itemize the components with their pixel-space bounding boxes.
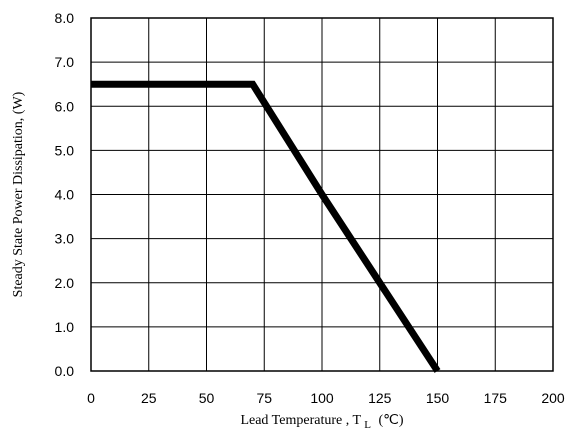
y-tick-label: 1.0 <box>55 319 75 335</box>
x-tick-label: 175 <box>484 390 508 406</box>
x-axis-label-subscript: L <box>364 419 371 431</box>
y-tick-label: 3.0 <box>55 231 75 247</box>
y-tick-label: 7.0 <box>55 54 75 70</box>
x-tick-label: 200 <box>541 390 565 406</box>
x-tick-label: 25 <box>141 390 157 406</box>
y-tick-label: 6.0 <box>55 98 75 114</box>
x-axis-label-main: Lead Temperature , T <box>240 413 361 428</box>
x-tick-label: 75 <box>256 390 272 406</box>
y-tick-label: 2.0 <box>55 275 75 291</box>
y-axis-label: Steady State Power Dissipation, (W) <box>11 91 26 297</box>
x-axis-label: Lead Temperature , T L (℃) <box>240 413 403 432</box>
x-tick-label: 50 <box>199 390 215 406</box>
plot-frame <box>90 17 554 372</box>
series-group <box>91 80 441 373</box>
y-tick-label: 4.0 <box>55 187 75 203</box>
x-axis-label-unit: (℃) <box>379 413 404 428</box>
x-tick-label: 100 <box>310 390 334 406</box>
x-tick-label: 0 <box>87 390 95 406</box>
y-tick-label: 5.0 <box>55 142 75 158</box>
y-tick-label: 8.0 <box>55 10 75 26</box>
power-derating-line <box>91 80 441 373</box>
y-tick-label: 0.0 <box>55 363 75 379</box>
x-tick-label: 150 <box>426 390 450 406</box>
y-tick-labels: 0.0 1.0 2.0 3.0 4.0 5.0 6.0 7.0 8.0 <box>55 10 75 379</box>
x-tick-label: 125 <box>368 390 392 406</box>
x-tick-labels: 0 25 50 75 100 125 150 175 200 <box>87 390 565 406</box>
